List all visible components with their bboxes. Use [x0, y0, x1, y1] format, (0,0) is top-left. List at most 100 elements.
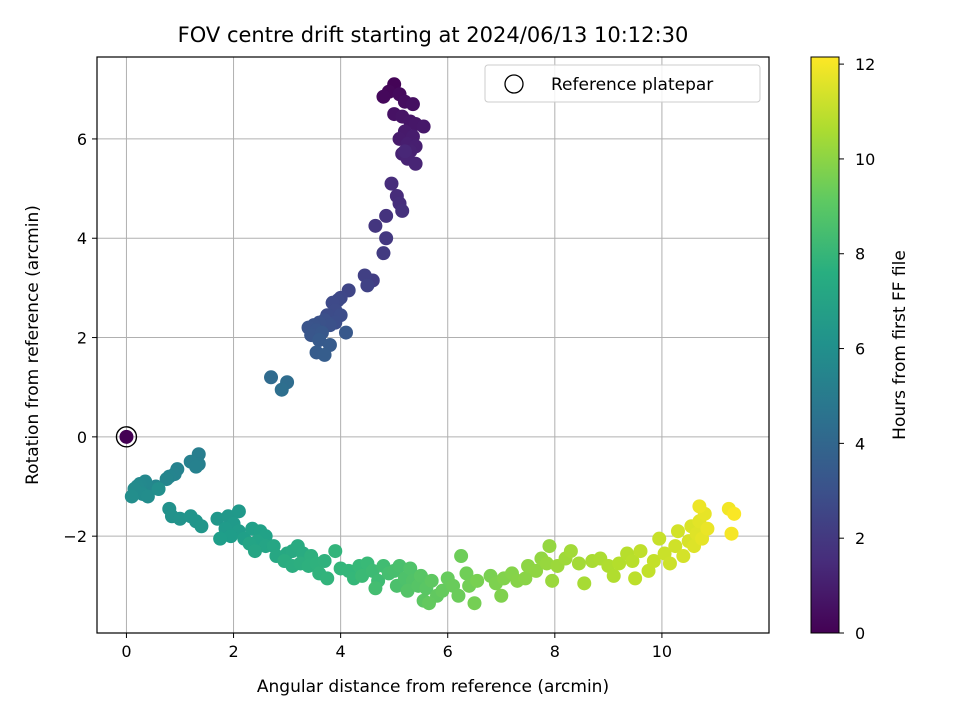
- scatter-points: [115, 77, 742, 611]
- data-point: [670, 524, 685, 539]
- colorbar-tick-label: 10: [855, 150, 875, 169]
- y-tick-label: 0: [77, 428, 87, 447]
- data-point: [140, 489, 155, 504]
- data-point: [545, 573, 560, 588]
- data-point: [159, 472, 174, 487]
- legend-label: Reference platepar: [551, 75, 713, 95]
- data-point: [264, 370, 279, 385]
- colorbar-tick-label: 8: [855, 245, 865, 264]
- data-point: [416, 119, 431, 134]
- y-tick-label: 6: [77, 130, 87, 149]
- data-point: [606, 568, 621, 583]
- y-tick-label: −2: [63, 527, 87, 546]
- data-point: [368, 218, 383, 233]
- chart-title: FOV centre drift starting at 2024/06/13 …: [178, 23, 689, 47]
- x-tick-label: 2: [228, 642, 238, 661]
- data-point: [312, 333, 327, 348]
- data-point: [467, 596, 482, 611]
- x-axis-ticks: 0 2 4 6 8 10: [121, 633, 672, 661]
- data-point: [424, 573, 439, 588]
- data-point: [328, 544, 343, 559]
- grid-lines: [97, 57, 769, 633]
- colorbar-tick-label: 6: [855, 340, 865, 359]
- data-point: [223, 529, 238, 544]
- data-point: [421, 596, 436, 611]
- colorbar-ticks: 0 2 4 6 8 10 12: [839, 55, 875, 643]
- data-point: [542, 539, 557, 554]
- x-axis-label: Angular distance from reference (arcmin): [257, 677, 609, 697]
- colorbar-tick-label: 2: [855, 529, 865, 548]
- y-axis-label: Rotation from reference (arcmin): [23, 205, 43, 485]
- data-point: [518, 571, 533, 586]
- data-point: [451, 588, 466, 603]
- y-tick-label: 2: [77, 329, 87, 348]
- data-point: [172, 511, 187, 526]
- data-point: [210, 511, 225, 526]
- data-point: [392, 558, 407, 573]
- y-axis-ticks: −2 0 2 4 6: [63, 130, 97, 546]
- data-point: [231, 504, 246, 519]
- reference-point-ring: [115, 426, 138, 448]
- data-point: [700, 521, 715, 536]
- data-point: [194, 519, 209, 534]
- data-point: [360, 278, 375, 293]
- x-tick-label: 6: [443, 642, 453, 661]
- data-point: [571, 556, 586, 571]
- colorbar-tick-label: 4: [855, 434, 865, 453]
- legend: Reference platepar: [484, 64, 761, 103]
- legend-box: [484, 64, 761, 103]
- data-point: [355, 568, 370, 583]
- x-tick-label: 4: [336, 642, 346, 661]
- colorbar-tick-label: 0: [855, 624, 865, 643]
- data-point: [413, 568, 428, 583]
- data-point: [403, 561, 418, 576]
- data-point: [376, 246, 391, 261]
- data-point: [397, 144, 412, 159]
- data-point: [317, 554, 332, 568]
- data-point: [494, 588, 509, 603]
- plot-area-frame: [96, 56, 770, 634]
- colorbar-tick-label: 12: [855, 55, 875, 74]
- y-tick-label: 4: [77, 229, 87, 248]
- data-point: [633, 544, 648, 559]
- colorbar: 0 2 4 6 8 10 12 Hours from first FF file: [810, 55, 910, 643]
- data-point: [470, 573, 485, 588]
- data-point: [376, 89, 391, 104]
- data-point: [151, 482, 166, 496]
- data-point: [662, 556, 677, 571]
- data-point: [124, 489, 139, 504]
- data-point: [652, 531, 667, 546]
- x-tick-label: 8: [550, 642, 560, 661]
- data-point: [454, 549, 469, 564]
- data-point: [384, 176, 399, 191]
- reference-point: [119, 429, 134, 444]
- data-point: [408, 156, 423, 171]
- data-point: [317, 347, 332, 362]
- data-point: [435, 583, 450, 598]
- data-point: [213, 531, 228, 546]
- data-point: [338, 325, 353, 340]
- data-point: [628, 571, 643, 586]
- data-point: [459, 566, 474, 581]
- data-point: [539, 556, 554, 571]
- data-point: [395, 203, 410, 218]
- data-point: [368, 581, 383, 596]
- data-point: [612, 556, 627, 571]
- data-point: [676, 549, 691, 564]
- data-point: [724, 526, 739, 541]
- x-tick-label: 0: [121, 642, 131, 661]
- data-point: [692, 499, 707, 514]
- data-point: [563, 544, 578, 559]
- colorbar-label: Hours from first FF file: [890, 250, 910, 440]
- data-point: [274, 382, 289, 397]
- legend-marker: [504, 74, 524, 94]
- colorbar-gradient: [810, 56, 840, 634]
- data-point: [400, 583, 415, 598]
- data-point: [189, 459, 204, 474]
- data-point: [577, 576, 592, 591]
- data-point: [405, 97, 420, 112]
- data-point: [646, 554, 661, 568]
- data-point: [379, 208, 394, 223]
- data-point: [379, 231, 394, 246]
